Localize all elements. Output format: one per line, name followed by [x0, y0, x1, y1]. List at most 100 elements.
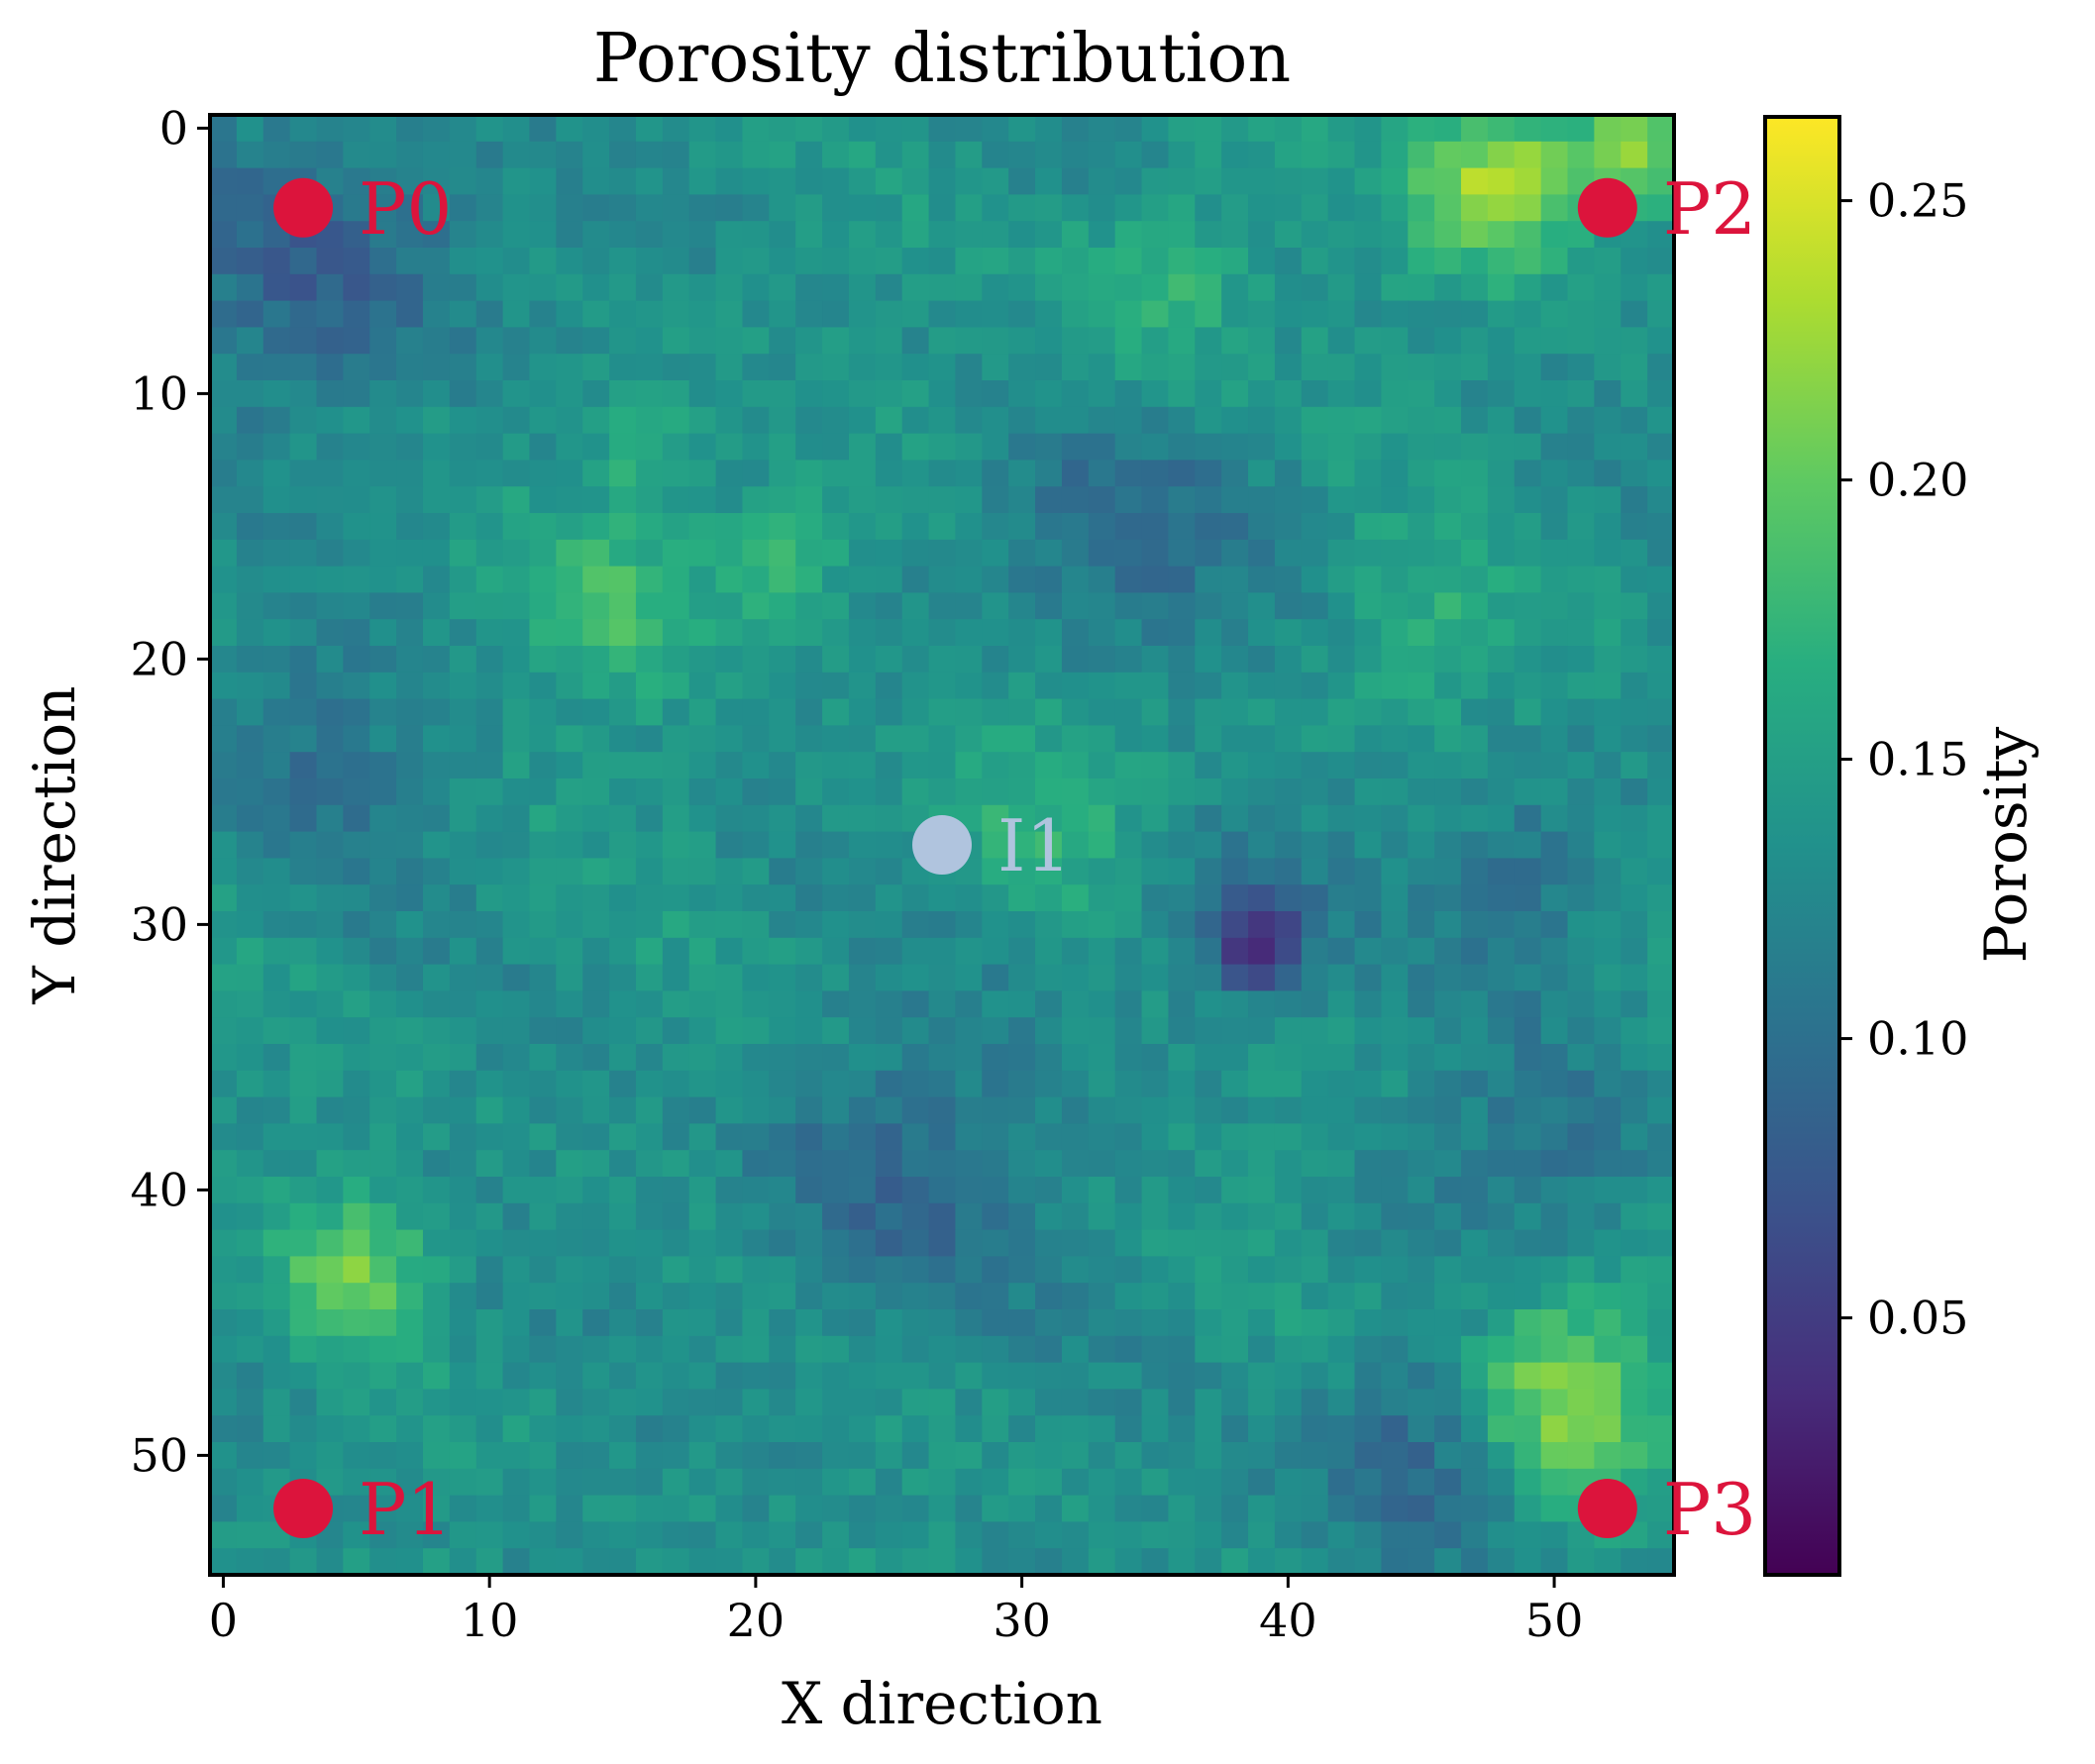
heatmap-cell: [1168, 406, 1196, 435]
heatmap-cell: [688, 804, 717, 833]
heatmap-cell: [982, 1521, 1009, 1549]
heatmap-cell: [1221, 778, 1249, 806]
heatmap-cell: [1567, 1017, 1595, 1045]
heatmap-cell: [609, 380, 637, 408]
heatmap-cell: [1567, 460, 1595, 487]
heatmap-cell: [635, 1044, 664, 1072]
heatmap-cell: [1061, 646, 1090, 674]
heatmap-cell: [1647, 194, 1675, 222]
heatmap-cell: [210, 1442, 238, 1470]
heatmap-cell: [1221, 831, 1249, 859]
heatmap-cell: [662, 1229, 690, 1257]
heatmap-cell: [1088, 354, 1116, 381]
heatmap-cell: [502, 646, 531, 674]
heatmap-cell: [955, 539, 983, 568]
heatmap-cell: [1540, 752, 1569, 779]
heatmap-cell: [1354, 273, 1382, 302]
heatmap-cell: [1168, 300, 1196, 328]
heatmap-cell: [848, 698, 877, 726]
heatmap-cell: [901, 964, 930, 991]
well-label-p0: P0: [359, 167, 452, 251]
heatmap-cell: [982, 725, 1009, 753]
heatmap-cell: [1168, 884, 1196, 912]
heatmap-cell: [396, 1415, 424, 1443]
heatmap-cell: [369, 354, 397, 381]
heatmap-cell: [582, 1362, 610, 1390]
heatmap-cell: [1514, 327, 1542, 355]
heatmap-cell: [1354, 1362, 1382, 1390]
heatmap-cell: [1274, 300, 1303, 328]
heatmap-cell: [1381, 1096, 1409, 1124]
heatmap-cell: [1647, 1521, 1675, 1549]
heatmap-cell: [955, 1177, 983, 1204]
heatmap-cell: [1408, 1548, 1435, 1576]
heatmap-cell: [742, 115, 770, 143]
heatmap-cell: [1461, 1070, 1489, 1098]
heatmap-cell: [1354, 1495, 1382, 1522]
heatmap-cell: [795, 1362, 823, 1390]
heatmap-cell: [1408, 566, 1435, 593]
heatmap-cell: [556, 937, 583, 966]
heatmap-cell: [795, 1177, 823, 1204]
y-tick-label: 40: [130, 1163, 188, 1216]
heatmap-cell: [609, 1335, 637, 1364]
heatmap-cell: [1248, 1442, 1276, 1470]
heatmap-cell: [1514, 1123, 1542, 1151]
heatmap-cell: [1354, 752, 1382, 779]
heatmap-cell: [1354, 1202, 1382, 1231]
heatmap-cell: [369, 1309, 397, 1337]
heatmap-cell: [635, 725, 664, 753]
heatmap-cell: [982, 566, 1009, 593]
heatmap-cell: [1141, 1548, 1170, 1576]
heatmap-cell: [715, 937, 744, 966]
heatmap-cell: [1141, 1017, 1170, 1045]
heatmap-cell: [901, 672, 930, 700]
heatmap-cell: [1327, 592, 1356, 620]
heatmap-cell: [1434, 698, 1462, 726]
heatmap-cell: [1061, 831, 1090, 859]
heatmap-cell: [1301, 141, 1329, 169]
heatmap-cell: [982, 1335, 1009, 1364]
heatmap-cell: [901, 539, 930, 568]
heatmap-cell: [875, 221, 903, 249]
heatmap-cell: [715, 831, 744, 859]
heatmap-cell: [1461, 884, 1489, 912]
heatmap-cell: [1540, 380, 1569, 408]
heatmap-cell: [1354, 937, 1382, 966]
heatmap-cell: [848, 858, 877, 885]
heatmap-cell: [662, 1150, 690, 1178]
heatmap-cell: [955, 646, 983, 674]
heatmap-cell: [210, 167, 238, 195]
heatmap-cell: [688, 911, 717, 939]
heatmap-cell: [688, 167, 717, 195]
heatmap-cell: [1434, 911, 1462, 939]
heatmap-cell: [1274, 1309, 1303, 1337]
heatmap-cell: [556, 1309, 583, 1337]
heatmap-cell: [1461, 539, 1489, 568]
heatmap-cell: [875, 1468, 903, 1497]
heatmap-cell: [210, 1256, 238, 1284]
heatmap-cell: [1168, 1017, 1196, 1045]
heatmap-cell: [1141, 1309, 1170, 1337]
heatmap-cell: [1381, 778, 1409, 806]
heatmap-cell: [582, 1442, 610, 1470]
heatmap-cell: [1141, 1389, 1170, 1416]
heatmap-cell: [396, 858, 424, 885]
heatmap-cell: [1540, 1123, 1569, 1151]
heatmap-cell: [210, 380, 238, 408]
heatmap-cell: [1540, 221, 1569, 249]
heatmap-cell: [715, 380, 744, 408]
heatmap-cell: [1408, 1123, 1435, 1151]
heatmap-cell: [1434, 539, 1462, 568]
heatmap-cell: [1195, 1335, 1222, 1364]
heatmap-cell: [1061, 327, 1090, 355]
heatmap-cell: [901, 990, 930, 1018]
heatmap-cell: [556, 1283, 583, 1310]
heatmap-cell: [875, 698, 903, 726]
heatmap-cell: [502, 698, 531, 726]
heatmap-cell: [1621, 460, 1648, 487]
heatmap-cell: [1088, 115, 1116, 143]
heatmap-cell: [556, 1070, 583, 1098]
heatmap-cell: [502, 1309, 531, 1337]
heatmap-cell: [396, 194, 424, 222]
